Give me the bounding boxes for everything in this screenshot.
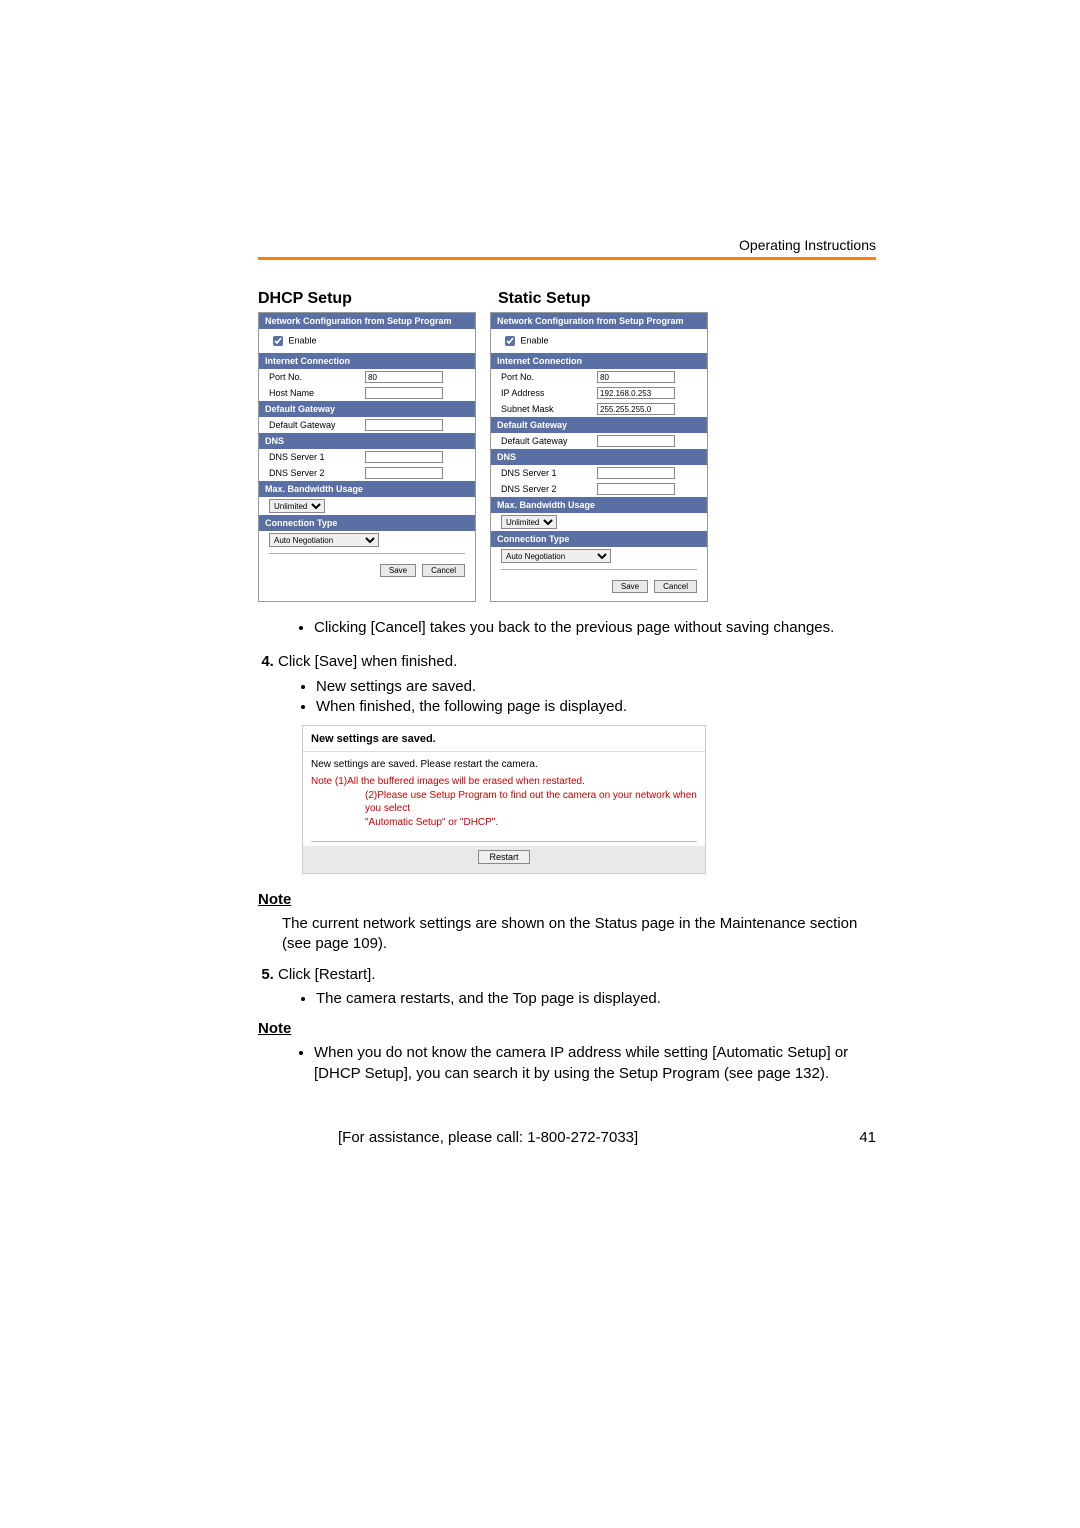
dhcp-enable-checkbox[interactable]	[273, 336, 283, 346]
footer-page-number: 41	[859, 1129, 876, 1146]
static-subnet-input[interactable]	[597, 403, 675, 415]
step-4-text: Click [Save] when finished.	[278, 653, 457, 670]
dhcp-gw-label: Default Gateway	[269, 420, 365, 430]
static-cancel-button[interactable]: Cancel	[654, 580, 697, 593]
static-ip-input[interactable]	[597, 387, 675, 399]
dhcp-ct-select[interactable]: Auto Negotiation	[269, 533, 379, 547]
dhcp-port-input[interactable]	[365, 371, 443, 383]
note-heading-1: Note	[258, 890, 876, 910]
static-ct-hdr: Connection Type	[491, 531, 707, 547]
static-gw-input[interactable]	[597, 435, 675, 447]
dhcp-dns1-input[interactable]	[365, 451, 443, 463]
step-4-b2: When finished, the following page is dis…	[316, 697, 876, 717]
dhcp-save-button[interactable]: Save	[380, 564, 416, 577]
dhcp-panel: Network Configuration from Setup Program…	[258, 312, 476, 602]
dhcp-ct-hdr: Connection Type	[259, 515, 475, 531]
saved-divider	[311, 841, 697, 842]
note-heading-2: Note	[258, 1019, 876, 1039]
dhcp-internet-hdr: Internet Connection	[259, 353, 475, 369]
static-ip-label: IP Address	[501, 388, 597, 398]
static-divider	[501, 569, 697, 570]
static-dns1-input[interactable]	[597, 467, 675, 479]
static-dns-hdr: DNS	[491, 449, 707, 465]
saved-note2b: "Automatic Setup" or "DHCP".	[311, 816, 697, 830]
static-dns2-input[interactable]	[597, 483, 675, 495]
static-save-button[interactable]: Save	[612, 580, 648, 593]
saved-title: New settings are saved.	[303, 726, 705, 752]
static-enable-checkbox[interactable]	[505, 336, 515, 346]
static-dns2-label: DNS Server 2	[501, 484, 597, 494]
dhcp-bw-hdr: Max. Bandwidth Usage	[259, 481, 475, 497]
static-enable-label: Enable	[521, 335, 549, 345]
static-internet-hdr: Internet Connection	[491, 353, 707, 369]
dhcp-divider	[269, 553, 465, 554]
dhcp-bw-select[interactable]: Unlimited	[269, 499, 325, 513]
doc-title: Operating Instructions	[258, 237, 876, 253]
step-5-text: Click [Restart].	[278, 966, 376, 983]
step-4: Click [Save] when finished. New settings…	[278, 652, 876, 874]
dhcp-netconf-hdr: Network Configuration from Setup Program	[259, 313, 475, 329]
dhcp-enable-label: Enable	[289, 335, 317, 345]
static-bw-select[interactable]: Unlimited	[501, 515, 557, 529]
dhcp-dns-hdr: DNS	[259, 433, 475, 449]
saved-note: Note (1)All the buffered images will be …	[303, 773, 705, 837]
static-panel: Network Configuration from Setup Program…	[490, 312, 708, 602]
static-port-label: Port No.	[501, 372, 597, 382]
static-dns1-label: DNS Server 1	[501, 468, 597, 478]
dhcp-dns2-label: DNS Server 2	[269, 468, 365, 478]
static-bw-hdr: Max. Bandwidth Usage	[491, 497, 707, 513]
static-gw-hdr: Default Gateway	[491, 417, 707, 433]
footer-assist: [For assistance, please call: 1-800-272-…	[338, 1129, 638, 1146]
saved-line1: New settings are saved. Please restart t…	[303, 752, 705, 774]
step-5: Click [Restart]. The camera restarts, an…	[278, 965, 876, 1010]
static-gw-label: Default Gateway	[501, 436, 597, 446]
dhcp-host-label: Host Name	[269, 388, 365, 398]
cancel-note-bullet: Clicking [Cancel] takes you back to the …	[314, 618, 876, 638]
static-netconf-hdr: Network Configuration from Setup Program	[491, 313, 707, 329]
saved-note1: (1)All the buffered images will be erase…	[335, 776, 585, 787]
dhcp-gw-input[interactable]	[365, 419, 443, 431]
note-paragraph-1: The current network settings are shown o…	[282, 914, 876, 955]
static-title: Static Setup	[498, 290, 722, 308]
dhcp-dns2-input[interactable]	[365, 467, 443, 479]
dhcp-dns1-label: DNS Server 1	[269, 452, 365, 462]
dhcp-gw-hdr: Default Gateway	[259, 401, 475, 417]
dhcp-title: DHCP Setup	[258, 290, 482, 308]
restart-button[interactable]: Restart	[478, 850, 529, 864]
static-port-input[interactable]	[597, 371, 675, 383]
note-bullet-2: When you do not know the camera IP addre…	[314, 1043, 876, 1084]
static-subnet-label: Subnet Mask	[501, 404, 597, 414]
dhcp-port-label: Port No.	[269, 372, 365, 382]
static-ct-select[interactable]: Auto Negotiation	[501, 549, 611, 563]
saved-note-prefix: Note	[311, 776, 332, 787]
step-4-b1: New settings are saved.	[316, 677, 876, 697]
saved-settings-box: New settings are saved. New settings are…	[302, 725, 706, 874]
dhcp-cancel-button[interactable]: Cancel	[422, 564, 465, 577]
accent-rule	[258, 257, 876, 260]
step-5-b1: The camera restarts, and the Top page is…	[316, 989, 876, 1009]
dhcp-host-input[interactable]	[365, 387, 443, 399]
saved-note2: (2)Please use Setup Program to find out …	[311, 789, 697, 816]
